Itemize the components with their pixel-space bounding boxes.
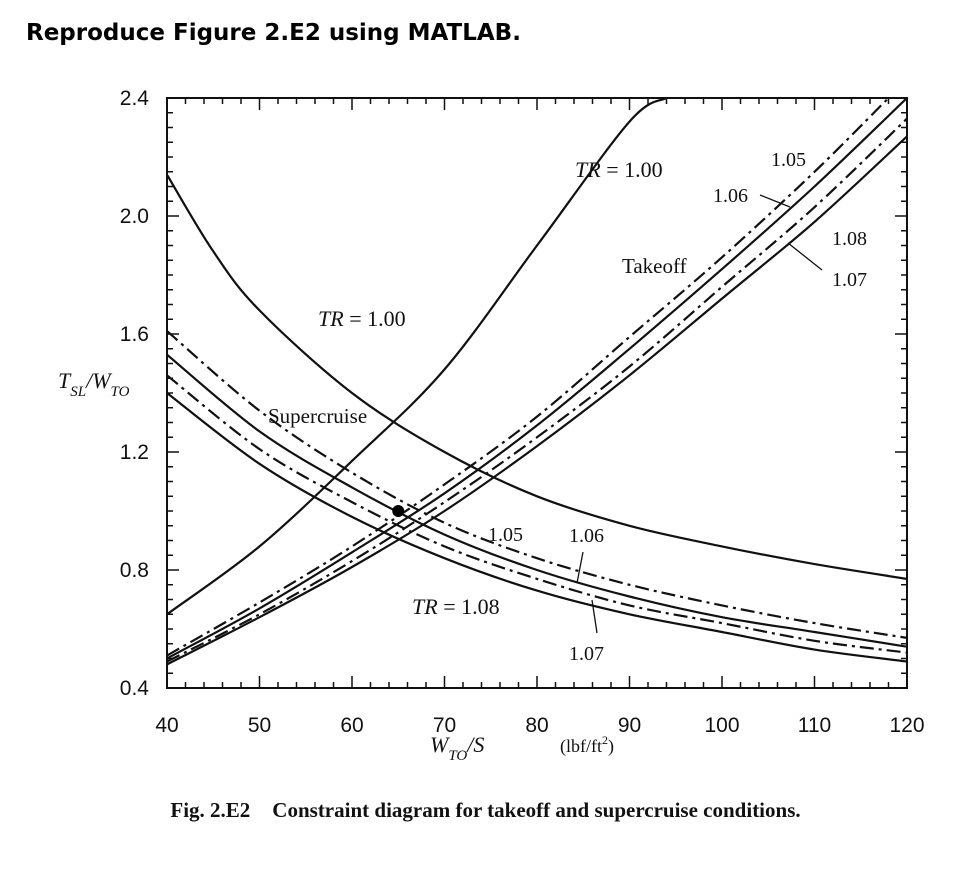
x-tick-label: 80 — [525, 714, 548, 737]
leader-line — [759, 194, 791, 208]
label-takeoff-108: 1.08 — [832, 228, 867, 250]
constraint-diagram-chart: 40 50 60 70 80 90 100 110 1200.40.81.21.62.02.4 … — [58, 87, 925, 764]
label-takeoff-107: 1.07 — [832, 269, 867, 291]
x-tick-label: 60 — [340, 714, 363, 737]
axis-ticks — [166, 97, 908, 689]
label-supercruise-tr: TR = 1.00 — [318, 306, 406, 331]
figure-number: Fig. 2.E2 — [170, 798, 251, 822]
figure-caption-text: Constraint diagram for takeoff and super… — [272, 798, 801, 822]
y-tick-label: 1.6 — [120, 323, 149, 346]
x-tick-label: 110 — [798, 714, 831, 737]
y-tick-label: 0.4 — [120, 677, 150, 700]
x-axis-units: (lbf/ft2) — [560, 733, 614, 757]
x-tick-label: 70 — [433, 714, 456, 737]
x-axis-title: WTO/S — [430, 732, 484, 764]
label-supercruise-tr108: TR = 1.08 — [412, 594, 500, 619]
label-supercruise-105: 1.05 — [488, 524, 523, 546]
curve-supercruise-100 — [167, 174, 907, 580]
curve-supercruise-108 — [167, 392, 907, 663]
curve-takeoff-107 — [167, 117, 907, 663]
curve-supercruise-106 — [167, 353, 907, 648]
x-tick-label: 40 — [155, 714, 178, 737]
design-point-layer — [392, 505, 405, 517]
design-point — [392, 505, 405, 517]
curve-takeoff-100 — [167, 98, 668, 616]
x-tick-label: 100 — [704, 714, 739, 737]
leader-line — [576, 551, 584, 584]
label-takeoff-tr: TR = 1.00 — [575, 157, 663, 182]
curves — [167, 98, 907, 666]
plot-frame — [166, 97, 908, 689]
curve-takeoff-108 — [167, 135, 907, 666]
x-tick-label: 50 — [248, 714, 271, 737]
y-tick-label: 2.4 — [120, 87, 150, 110]
curve-supercruise-105 — [167, 330, 907, 639]
curve-supercruise-107 — [167, 374, 907, 654]
label-supercruise-107: 1.07 — [569, 643, 604, 665]
y-tick-label: 0.8 — [120, 559, 149, 582]
page-heading: Reproduce Figure 2.E2 using MATLAB. — [26, 20, 521, 46]
label-takeoff-106: 1.06 — [713, 185, 748, 207]
leader-lines — [576, 194, 823, 634]
label-takeoff-105: 1.05 — [771, 149, 806, 171]
leader-line — [787, 242, 823, 271]
label-supercruise: Supercruise — [268, 404, 367, 428]
label-takeoff: Takeoff — [622, 254, 687, 278]
figure-caption: Fig. 2.E2 Constraint diagram for takeoff … — [0, 798, 971, 823]
leader-line — [591, 599, 598, 634]
x-tick-label: 90 — [618, 714, 641, 737]
y-axis-title: TSL/WTO — [58, 368, 130, 400]
curve-takeoff-105 — [167, 98, 890, 657]
x-tick-label: 120 — [889, 714, 924, 737]
curve-takeoff-106 — [167, 98, 907, 660]
axis-tick-labels: 40 50 60 70 80 90 100 110 120 0.4 0.8 1.2 1.6 2.0 2.4 — [120, 87, 925, 737]
y-tick-label: 2.0 — [120, 205, 149, 228]
y-tick-label: 1.2 — [120, 441, 149, 464]
label-supercruise-106: 1.06 — [569, 525, 604, 547]
